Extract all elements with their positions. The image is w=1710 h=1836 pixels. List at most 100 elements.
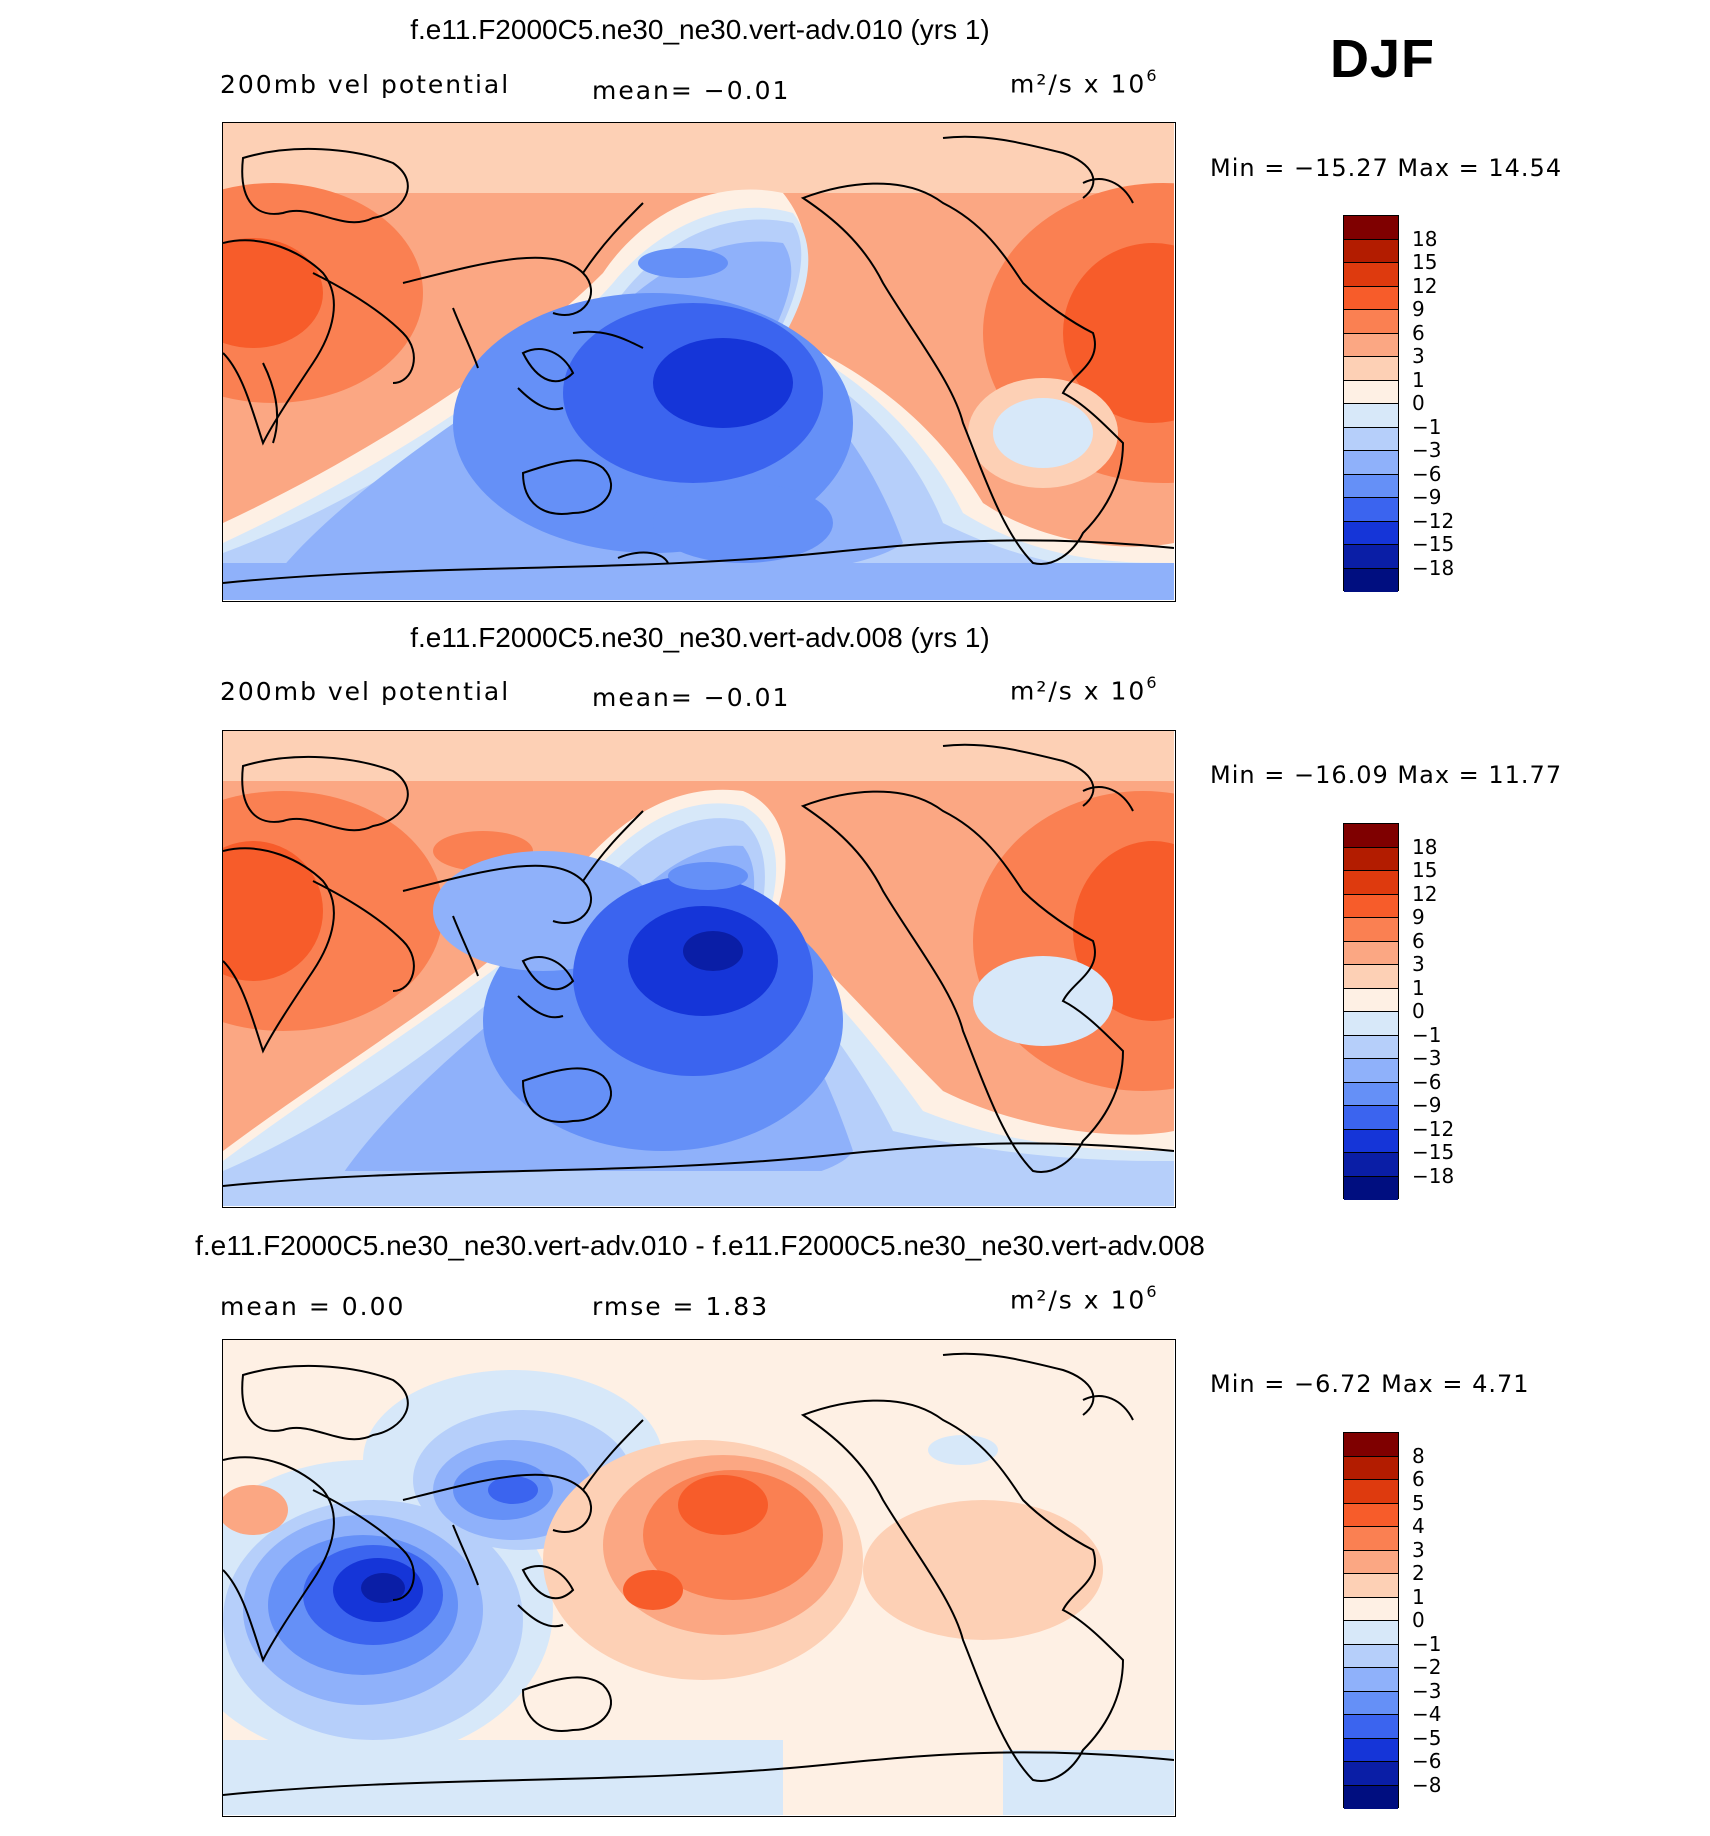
field-band xyxy=(223,563,1174,600)
panel-1-field xyxy=(223,123,1174,600)
colorbar-swatch xyxy=(1344,1129,1398,1153)
field-blob xyxy=(223,841,323,981)
panel-1-minmax: Min = −15.27 Max = 14.54 xyxy=(1210,154,1563,182)
colorbar-tick-label: −18 xyxy=(1412,555,1455,580)
colorbar-tick-label: 0 xyxy=(1412,391,1425,415)
colorbar-swatch xyxy=(1344,1785,1398,1809)
colorbar-swatch xyxy=(1344,1433,1398,1457)
colorbar-swatch xyxy=(1344,1668,1398,1692)
colorbar-tick-label: −4 xyxy=(1412,1702,1442,1726)
colorbar-tick-label: 1 xyxy=(1412,367,1425,392)
field-blob xyxy=(863,1500,1103,1640)
colorbar-tick-label: 6 xyxy=(1412,320,1425,345)
panel-1-colorbar xyxy=(1343,215,1399,592)
colorbar-tick-label: 18 xyxy=(1412,834,1438,859)
colorbar-tick-label: 18 xyxy=(1412,226,1438,251)
panel-1-map xyxy=(222,122,1176,602)
colorbar-tick-label: −1 xyxy=(1412,414,1442,439)
colorbar-swatch xyxy=(1344,1574,1398,1598)
panel-2-title: f.e11.F2000C5.ne30_ne30.vert-adv.008 (yr… xyxy=(410,622,990,653)
panel-1-units: m²/s x 106 xyxy=(1010,66,1159,99)
colorbar-tick-label: 12 xyxy=(1412,273,1438,298)
colorbar-tick-label: 8 xyxy=(1412,1443,1425,1468)
colorbar-tick-label: 12 xyxy=(1412,881,1438,906)
panel-1-variable-label: 200mb vel potential xyxy=(220,70,511,99)
panel-2-mean-label: mean= −0.01 xyxy=(592,683,791,712)
field-band xyxy=(223,1740,783,1815)
colorbar-tick-label: 1 xyxy=(1412,975,1425,1000)
colorbar-swatch xyxy=(1344,239,1398,263)
colorbar-swatch xyxy=(1344,521,1398,545)
colorbar-swatch xyxy=(1344,918,1398,942)
colorbar-tick-label: 2 xyxy=(1412,1561,1425,1585)
colorbar-swatch xyxy=(1344,545,1398,569)
colorbar-swatch xyxy=(1344,1691,1398,1715)
field-blob xyxy=(928,1435,998,1465)
colorbar-tick-label: −18 xyxy=(1412,1163,1455,1188)
colorbar-tick-label: −3 xyxy=(1412,1678,1442,1703)
field-blob xyxy=(678,1475,768,1535)
colorbar-swatch xyxy=(1344,1527,1398,1551)
panel-2-map xyxy=(222,730,1176,1208)
panel-3-units: m²/s x 106 xyxy=(1010,1282,1159,1315)
colorbar-swatch xyxy=(1344,263,1398,287)
field-band xyxy=(223,1171,1174,1206)
colorbar-tick-label: −9 xyxy=(1412,485,1442,509)
colorbar-swatch xyxy=(1344,380,1398,404)
panel-3-map xyxy=(222,1339,1176,1817)
panel-2-units: m²/s x 106 xyxy=(1010,673,1159,706)
colorbar-tick-label: −9 xyxy=(1412,1093,1442,1117)
field-band xyxy=(223,123,1174,193)
colorbar-swatch xyxy=(1344,941,1398,965)
field-blob xyxy=(623,1570,683,1610)
colorbar-swatch xyxy=(1344,1012,1398,1036)
colorbar-tick-label: −2 xyxy=(1412,1655,1442,1679)
field-blob xyxy=(488,1476,538,1504)
colorbar-swatch xyxy=(1344,824,1398,848)
field-blob xyxy=(683,931,743,971)
panel-2-field xyxy=(223,731,1174,1206)
panel-3-field xyxy=(223,1340,1174,1815)
colorbar-swatch xyxy=(1344,847,1398,871)
colorbar-swatch xyxy=(1344,1715,1398,1739)
colorbar-swatch xyxy=(1344,404,1398,428)
field-blob xyxy=(973,956,1113,1046)
field-blob xyxy=(223,238,323,348)
coastlines xyxy=(223,1352,1174,1796)
field-blob xyxy=(1063,243,1174,423)
colorbar-tick-label: 9 xyxy=(1412,297,1425,321)
colorbar-tick-label: −12 xyxy=(1412,1116,1455,1141)
colorbar-tick-label: 15 xyxy=(1412,858,1438,882)
panel-1-title: f.e11.F2000C5.ne30_ne30.vert-adv.010 (yr… xyxy=(410,14,990,45)
panel-3-title: f.e11.F2000C5.ne30_ne30.vert-adv.010 - f… xyxy=(195,1230,1205,1261)
colorbar-tick-label: 9 xyxy=(1412,905,1425,929)
colorbar-swatch xyxy=(1344,1035,1398,1059)
colorbar-tick-label: −6 xyxy=(1412,1749,1442,1773)
colorbar-swatch xyxy=(1344,1597,1398,1621)
field-blob xyxy=(993,398,1093,468)
colorbar-swatch xyxy=(1344,333,1398,357)
colorbar-swatch xyxy=(1344,1106,1398,1130)
colorbar-swatch xyxy=(1344,1480,1398,1504)
colorbar-swatch xyxy=(1344,1176,1398,1200)
colorbar-swatch xyxy=(1344,1153,1398,1177)
colorbar-tick-label: −3 xyxy=(1412,438,1442,462)
colorbar-swatch xyxy=(1344,310,1398,334)
colorbar-tick-label: −1 xyxy=(1412,1631,1442,1656)
colorbar-tick-label: 0 xyxy=(1412,1608,1425,1632)
colorbar-tick-label: −6 xyxy=(1412,461,1442,486)
field-blob xyxy=(653,338,793,428)
season-label: DJF xyxy=(1330,29,1436,89)
panel-2-variable-label: 200mb vel potential xyxy=(220,677,511,706)
colorbar-swatch xyxy=(1344,568,1398,592)
colorbar-swatch xyxy=(1344,1503,1398,1527)
colorbar-swatch xyxy=(1344,1762,1398,1786)
colorbar-swatch xyxy=(1344,1082,1398,1106)
colorbar-swatch xyxy=(1344,1550,1398,1574)
colorbar-swatch xyxy=(1344,1059,1398,1083)
panel-2-minmax: Min = −16.09 Max = 11.77 xyxy=(1210,761,1563,789)
field-band xyxy=(1003,1750,1174,1815)
colorbar-tick-label: −3 xyxy=(1412,1046,1442,1070)
colorbar-swatch xyxy=(1344,451,1398,475)
colorbar-swatch xyxy=(1344,988,1398,1012)
